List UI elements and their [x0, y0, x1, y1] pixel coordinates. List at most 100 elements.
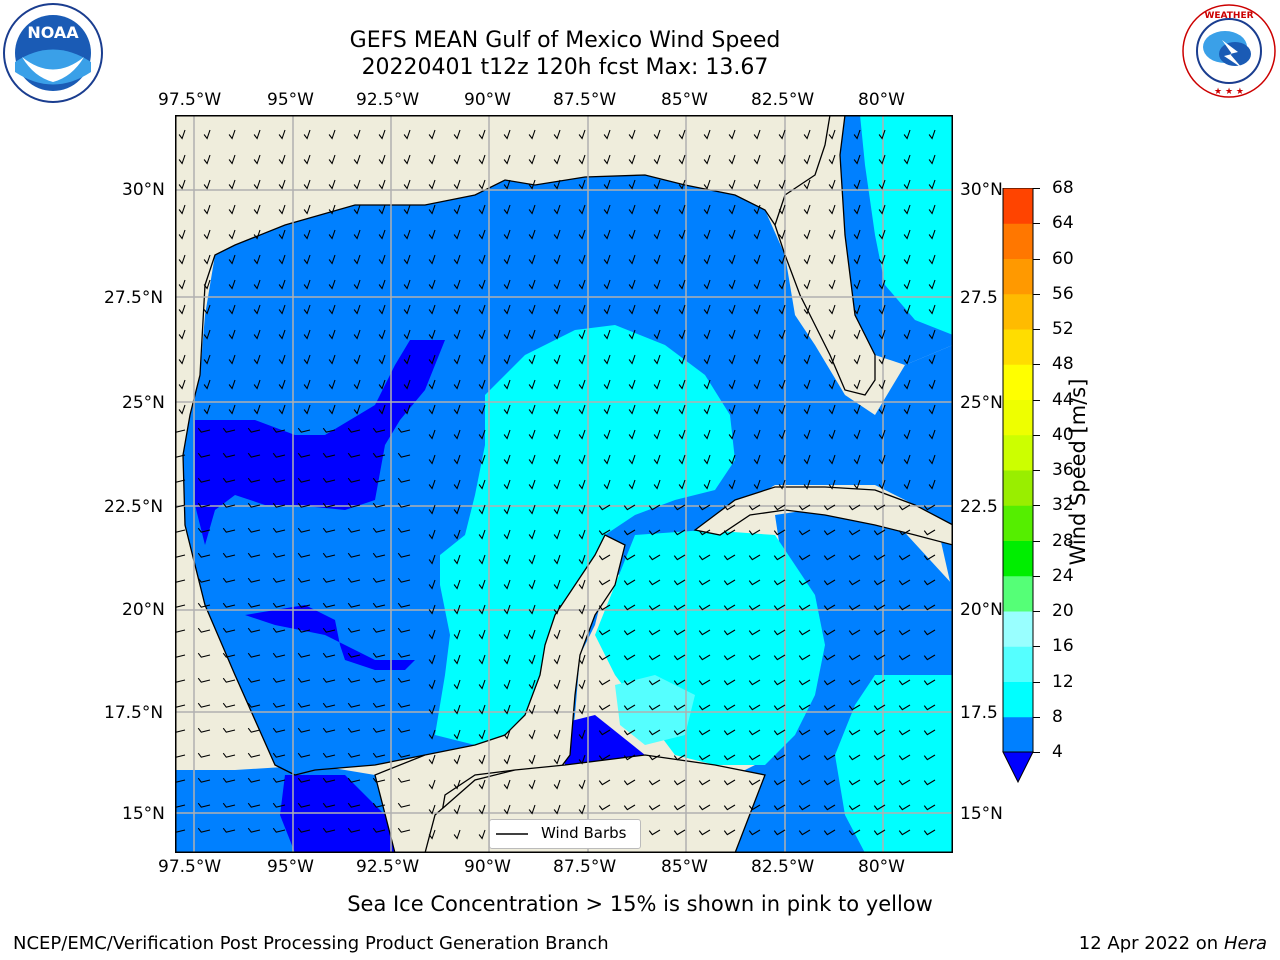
wind-barb — [923, 729, 936, 736]
wind-barb — [703, 304, 711, 315]
wind-barb — [623, 579, 636, 586]
wind-barb — [178, 329, 186, 340]
wind-barb — [503, 229, 511, 240]
wind-barb — [528, 254, 536, 265]
wind-barb — [503, 629, 511, 640]
wind-barb — [228, 154, 236, 165]
wind-barb — [578, 129, 586, 140]
wind-barb — [723, 779, 736, 786]
wind-barb — [578, 604, 586, 615]
wind-barb — [403, 379, 411, 390]
wind-barb — [178, 404, 186, 415]
wind-barb — [247, 652, 261, 658]
wind-barb — [397, 627, 411, 633]
top-lon-tick: 95°W — [267, 90, 314, 110]
wind-barb — [428, 454, 436, 465]
wind-barb — [222, 627, 236, 633]
wind-barb — [347, 427, 361, 433]
bottom-lon-tick: 90°W — [464, 857, 511, 877]
colorbar-tick: 68 — [1052, 178, 1074, 198]
wind-barb — [347, 577, 361, 583]
wind-barb — [698, 579, 711, 586]
wind-barb — [748, 629, 761, 636]
wind-barb — [803, 304, 811, 315]
wind-barb — [578, 379, 586, 390]
wind-barb — [723, 629, 736, 636]
wind-barb — [823, 554, 836, 561]
wind-barb — [823, 779, 836, 786]
wind-barb — [603, 454, 611, 465]
left-lat-tick: 17.5°N — [104, 703, 164, 723]
wind-barb — [903, 354, 911, 365]
colorbar-tick-mark — [1033, 223, 1040, 225]
wind-barb — [297, 477, 311, 483]
wind-barb — [578, 229, 586, 240]
wind-barb — [403, 229, 411, 240]
wind-barb — [828, 129, 836, 140]
wind-barb — [603, 179, 611, 190]
ocean-region-se — [835, 675, 953, 853]
wind-barb — [798, 579, 811, 586]
wind-barb — [648, 504, 661, 511]
wind-barb — [678, 404, 686, 415]
wind-barb — [923, 804, 936, 811]
wind-barb — [653, 329, 661, 340]
wind-barb — [247, 727, 261, 733]
wind-barb — [828, 329, 836, 340]
wind-barb — [397, 602, 411, 608]
wind-barb — [203, 229, 211, 240]
wind-barb — [853, 429, 861, 440]
wind-barb — [848, 654, 861, 661]
wind-barb — [823, 504, 836, 511]
wind-barb — [903, 329, 911, 340]
wind-barb — [272, 652, 286, 658]
colorbar-segment — [1003, 716, 1033, 753]
wind-barb — [197, 827, 211, 833]
wind-barb — [503, 254, 511, 265]
wind-barb — [228, 379, 236, 390]
wind-barb — [197, 777, 211, 783]
wind-barb — [878, 154, 886, 165]
wind-barb — [453, 729, 461, 740]
wind-barb — [753, 379, 761, 390]
wind-barb — [878, 354, 886, 365]
wind-barb — [453, 704, 461, 715]
wind-barb — [347, 602, 361, 608]
wind-barb — [748, 754, 761, 761]
wind-barb — [478, 229, 486, 240]
wind-barb — [397, 652, 411, 658]
colorbar-segment — [1003, 540, 1033, 577]
right-lat-tick: 15°N — [960, 804, 1003, 824]
legend-label: Wind Barbs — [541, 824, 627, 842]
wind-barb — [478, 704, 486, 715]
wind-barb — [272, 552, 286, 558]
wind-barb — [247, 577, 261, 583]
wind-barb — [928, 329, 936, 340]
wind-barb — [753, 279, 761, 290]
wind-barb — [178, 129, 186, 140]
wind-barb — [578, 429, 586, 440]
wind-barb — [322, 727, 336, 733]
wind-barb — [228, 254, 236, 265]
wind-barb — [703, 404, 711, 415]
wind-barb — [628, 204, 636, 215]
wind-barb — [728, 279, 736, 290]
wind-barb — [578, 404, 586, 415]
bottom-lon-tick: 87.5°W — [553, 857, 617, 877]
wind-barb — [603, 354, 611, 365]
wind-barb — [178, 154, 186, 165]
wind-barb — [353, 329, 361, 340]
wind-barb — [253, 179, 261, 190]
wind-barb — [247, 477, 261, 483]
wind-barb — [578, 579, 586, 590]
wind-barb — [828, 379, 836, 390]
wind-barb — [278, 354, 286, 365]
wind-barb — [197, 552, 211, 558]
wind-barb — [648, 604, 661, 611]
bottom-lon-tick: 95°W — [267, 857, 314, 877]
wind-barb — [553, 179, 561, 190]
wind-barb — [297, 427, 311, 433]
wind-barb — [322, 677, 336, 683]
colorbar-segment — [1003, 399, 1033, 436]
wind-barb — [228, 354, 236, 365]
